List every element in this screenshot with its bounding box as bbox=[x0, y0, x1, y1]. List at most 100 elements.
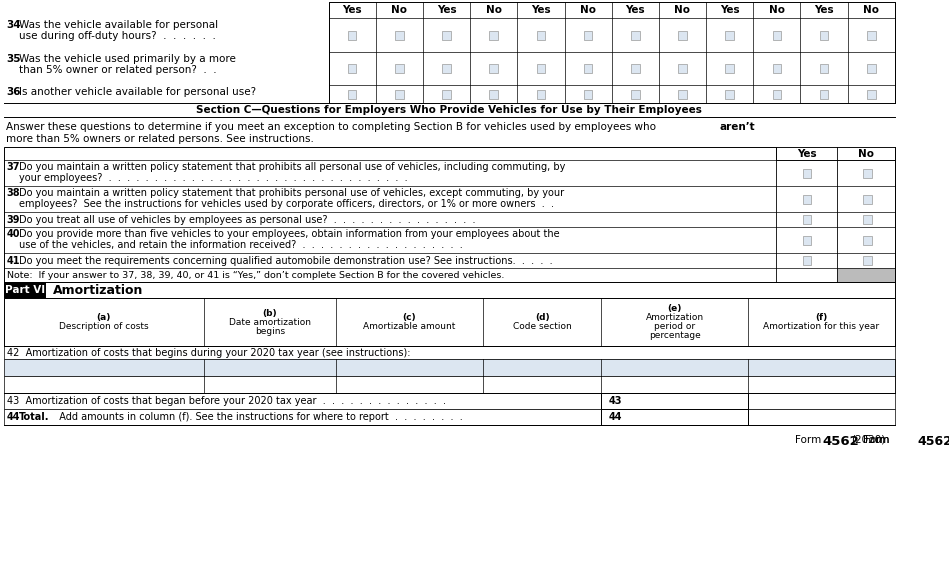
Text: (d): (d) bbox=[535, 313, 549, 322]
Bar bbox=[490, 64, 498, 73]
Text: 44: 44 bbox=[7, 412, 20, 422]
Text: Amortizable amount: Amortizable amount bbox=[363, 322, 456, 331]
Bar bbox=[803, 169, 811, 178]
Text: 43  Amortization of costs that began before your 2020 tax year  .  .  .  .  .  .: 43 Amortization of costs that began befo… bbox=[7, 396, 446, 406]
Text: 4562: 4562 bbox=[918, 435, 949, 448]
Text: (e): (e) bbox=[667, 304, 682, 313]
Text: Amortization for this year: Amortization for this year bbox=[763, 322, 880, 331]
Text: 39: 39 bbox=[7, 215, 20, 224]
Text: Code section: Code section bbox=[512, 322, 571, 331]
Text: period or: period or bbox=[654, 322, 696, 331]
Text: 43: 43 bbox=[609, 396, 623, 406]
Text: 41: 41 bbox=[7, 256, 20, 265]
Text: Do you maintain a written policy statement that prohibits personal use of vehicl: Do you maintain a written policy stateme… bbox=[19, 188, 564, 198]
Bar bbox=[803, 236, 811, 244]
Bar bbox=[4, 393, 895, 409]
Bar bbox=[490, 90, 498, 98]
Bar bbox=[772, 64, 781, 73]
Bar bbox=[442, 64, 451, 73]
Bar bbox=[864, 256, 871, 265]
Text: No: No bbox=[864, 5, 879, 15]
Bar bbox=[772, 31, 781, 40]
Text: Yes: Yes bbox=[797, 148, 816, 158]
Bar bbox=[820, 31, 828, 40]
Text: 44: 44 bbox=[609, 412, 623, 422]
Text: Total.: Total. bbox=[19, 412, 49, 422]
Bar bbox=[348, 90, 357, 98]
Text: Was the vehicle used primarily by a more: Was the vehicle used primarily by a more bbox=[19, 54, 235, 64]
Text: Yes: Yes bbox=[531, 5, 550, 15]
Text: Yes: Yes bbox=[343, 5, 362, 15]
Bar bbox=[348, 31, 357, 40]
Text: 34: 34 bbox=[7, 20, 21, 30]
Bar bbox=[584, 31, 592, 40]
Bar bbox=[864, 169, 871, 178]
Text: 42  Amortization of costs that begins during your 2020 tax year (see instruction: 42 Amortization of costs that begins dur… bbox=[7, 348, 410, 357]
Text: Amortization: Amortization bbox=[53, 283, 143, 296]
Text: Note:  If your answer to 37, 38, 39, 40, or 41 is “Yes,” don’t complete Section : Note: If your answer to 37, 38, 39, 40, … bbox=[7, 270, 504, 279]
Text: Yes: Yes bbox=[437, 5, 456, 15]
Bar bbox=[4, 376, 895, 393]
Text: Yes: Yes bbox=[625, 5, 645, 15]
Text: Do you provide more than five vehicles to your employees, obtain information fro: Do you provide more than five vehicles t… bbox=[19, 229, 560, 239]
Bar bbox=[4, 346, 895, 359]
Text: your employees?  .  .  .  .  .  .  .  .  .  .  .  .  .  .  .  .  .  .  .  .  .  : your employees? . . . . . . . . . . . . … bbox=[19, 173, 407, 183]
Bar bbox=[864, 215, 871, 224]
Bar bbox=[867, 90, 876, 98]
Bar bbox=[602, 393, 748, 409]
Bar bbox=[395, 31, 403, 40]
Text: No: No bbox=[391, 5, 407, 15]
Text: (c): (c) bbox=[402, 313, 417, 322]
Bar bbox=[584, 90, 592, 98]
Text: 40: 40 bbox=[7, 229, 20, 239]
Text: Form: Form bbox=[865, 435, 893, 445]
Bar bbox=[631, 90, 640, 98]
Bar bbox=[4, 282, 46, 298]
Bar bbox=[820, 64, 828, 73]
Text: Amortization: Amortization bbox=[645, 313, 704, 322]
Text: Date amortization: Date amortization bbox=[229, 318, 311, 327]
Bar bbox=[4, 282, 895, 298]
Text: Add amounts in column (f). See the instructions for where to report  .  .  .  . : Add amounts in column (f). See the instr… bbox=[53, 412, 463, 422]
Bar bbox=[348, 64, 357, 73]
Bar bbox=[864, 194, 871, 203]
Bar bbox=[803, 215, 811, 224]
Text: use of the vehicles, and retain the information received?  .  .  .  .  .  .  .  : use of the vehicles, and retain the info… bbox=[19, 240, 463, 250]
Text: (f): (f) bbox=[815, 313, 828, 322]
Text: (a): (a) bbox=[97, 313, 111, 322]
Bar bbox=[395, 90, 403, 98]
Text: Do you treat all use of vehicles by employees as personal use?  .  .  .  .  .  .: Do you treat all use of vehicles by empl… bbox=[19, 215, 475, 224]
Bar bbox=[725, 64, 734, 73]
Bar bbox=[867, 31, 876, 40]
Text: Section C—Questions for Employers Who Provide Vehicles for Use by Their Employee: Section C—Questions for Employers Who Pr… bbox=[196, 105, 702, 115]
Bar bbox=[537, 31, 545, 40]
Text: No: No bbox=[580, 5, 596, 15]
Bar bbox=[328, 2, 895, 103]
Bar bbox=[4, 103, 895, 117]
Bar bbox=[679, 90, 687, 98]
Text: (b): (b) bbox=[263, 308, 277, 318]
Bar bbox=[537, 64, 545, 73]
Text: Yes: Yes bbox=[720, 5, 739, 15]
Bar bbox=[820, 90, 828, 98]
Text: more than 5% owners or related persons. See instructions.: more than 5% owners or related persons. … bbox=[6, 134, 313, 144]
Text: 4562: 4562 bbox=[823, 435, 860, 448]
Bar bbox=[602, 409, 748, 425]
Text: percentage: percentage bbox=[649, 331, 700, 340]
Text: 36: 36 bbox=[7, 87, 21, 97]
Bar bbox=[4, 359, 895, 376]
Text: Do you maintain a written policy statement that prohibits all personal use of ve: Do you maintain a written policy stateme… bbox=[19, 162, 566, 172]
Text: Yes: Yes bbox=[814, 5, 834, 15]
Text: 35: 35 bbox=[7, 54, 21, 64]
Text: (2020): (2020) bbox=[851, 435, 885, 445]
Bar bbox=[442, 90, 451, 98]
Bar bbox=[442, 31, 451, 40]
Bar bbox=[837, 268, 895, 282]
Bar bbox=[631, 64, 640, 73]
Text: employees?  See the instructions for vehicles used by corporate officers, direct: employees? See the instructions for vehi… bbox=[19, 199, 554, 209]
Bar bbox=[725, 90, 734, 98]
Text: begins: begins bbox=[255, 327, 285, 336]
Bar bbox=[867, 64, 876, 73]
Bar bbox=[679, 31, 687, 40]
Bar bbox=[537, 90, 545, 98]
